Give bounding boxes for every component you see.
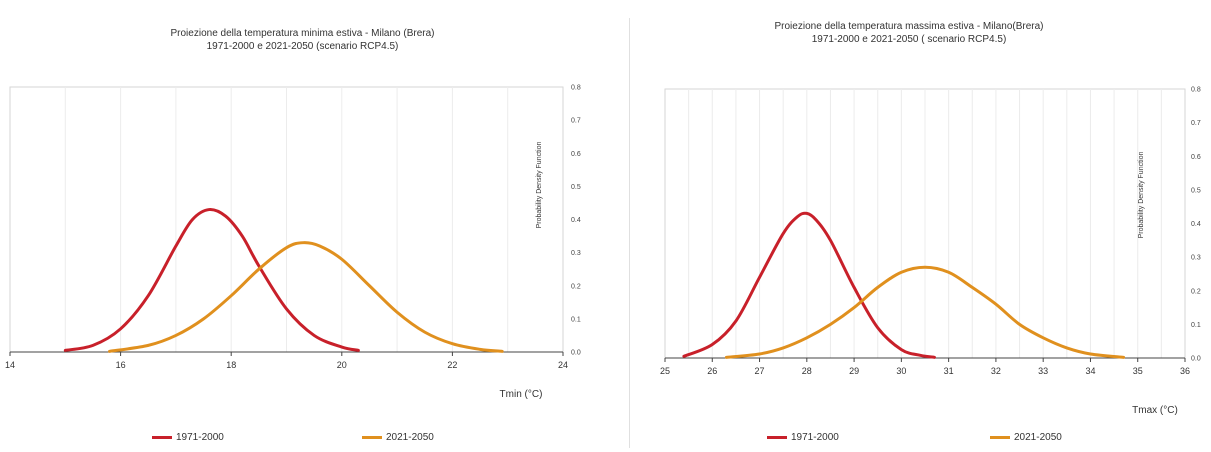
- y-tick-label: 0.8: [571, 85, 581, 92]
- y-tick-label: 0.2: [1191, 288, 1201, 295]
- x-tick-label: 14: [5, 360, 15, 370]
- series-line-1971-2000: [682, 211, 936, 359]
- chart-panel-tmax: Proiezione della temperatura massima est…: [607, 0, 1211, 452]
- y-tick-label: 0.0: [1191, 356, 1201, 363]
- legend-swatch-1971-2000: [152, 436, 172, 439]
- chart-title-line1: Proiezione della temperatura minima esti…: [170, 28, 435, 39]
- legend-swatch-2021-2050: [990, 436, 1010, 439]
- x-tick-label: 32: [991, 366, 1001, 376]
- chart-title-line2: 1971-2000 e 2021-2050 (scenario RCP4.5): [206, 41, 399, 52]
- legend-label: 1971-2000: [791, 432, 839, 443]
- x-tick-label: 31: [944, 366, 954, 376]
- x-tick-label: 30: [896, 366, 906, 376]
- legend-label: 1971-2000: [176, 432, 224, 443]
- x-tick-label: 25: [660, 366, 670, 376]
- y-tick-label: 0.5: [571, 184, 581, 191]
- x-tick-label: 27: [755, 366, 765, 376]
- x-tick-label: 24: [558, 360, 568, 370]
- x-axis-label: Tmax (°C): [1132, 405, 1178, 416]
- y-tick-label: 0.2: [571, 283, 581, 290]
- chart-tmax-svg: 25 26 27 28 29 30 31 32 33 34 35 360.0 0.1 0.2 0.3 0.4 0…: [660, 87, 1201, 417]
- x-tick-label: 36: [1180, 366, 1190, 376]
- panel-divider: [629, 18, 630, 448]
- y-tick-label: 0.4: [1191, 221, 1201, 228]
- legend-item-1971-2000: 1971-2000: [152, 432, 224, 443]
- legend-item-2021-2050: 2021-2050: [990, 432, 1062, 443]
- legend-swatch-1971-2000: [767, 436, 787, 439]
- y-tick-label: 0.1: [571, 316, 581, 323]
- y-axis-label: Probability Density Function: [1138, 152, 1145, 239]
- chart-title-line2: 1971-2000 e 2021-2050 ( scenario RCP4.5): [811, 34, 1007, 45]
- y-tick-label: 0.3: [571, 250, 581, 257]
- series-line-1971-2000: [63, 208, 360, 352]
- x-tick-label: 22: [447, 360, 457, 370]
- x-axis-label: Tmin (°C): [500, 389, 543, 400]
- legend-item-2021-2050: 2021-2050: [362, 432, 434, 443]
- x-tick-label: 20: [337, 360, 347, 370]
- x-tick-label: 35: [1133, 366, 1143, 376]
- chart-tmin-svg: 14 16 18 20 22 240.0 0.1 0.2 0.3 0.4 0.5 0.6 0.7 0.8 T…: [5, 85, 581, 401]
- chart-panel-tmin: Proiezione della temperatura minima esti…: [0, 0, 605, 452]
- y-tick-label: 0.7: [571, 118, 581, 125]
- y-axis-label: Probability Density Function: [536, 142, 543, 229]
- x-tick-label: 26: [707, 366, 717, 376]
- x-tick-label: 33: [1038, 366, 1048, 376]
- legend-swatch-2021-2050: [362, 436, 382, 439]
- x-tick-label: 16: [116, 360, 126, 370]
- x-tick-label: 18: [226, 360, 236, 370]
- series-line-2021-2050: [724, 265, 1126, 359]
- chart-title-line1: Proiezione della temperatura massima est…: [774, 21, 1044, 32]
- legend-label: 2021-2050: [386, 432, 434, 443]
- x-tick-label: 28: [802, 366, 812, 376]
- legend-label: 2021-2050: [1014, 432, 1062, 443]
- y-tick-label: 0.1: [1191, 322, 1201, 329]
- x-tick-label: 34: [1085, 366, 1095, 376]
- y-tick-label: 0.8: [1191, 87, 1201, 94]
- y-tick-label: 0.3: [1191, 255, 1201, 262]
- y-tick-label: 0.4: [571, 217, 581, 224]
- y-tick-label: 0.7: [1191, 120, 1201, 127]
- legend-item-1971-2000: 1971-2000: [767, 432, 839, 443]
- y-tick-label: 0.6: [1191, 154, 1201, 161]
- y-tick-label: 0.6: [571, 151, 581, 158]
- x-tick-label: 29: [849, 366, 859, 376]
- series-line-2021-2050: [108, 241, 504, 353]
- y-tick-label: 0.5: [1191, 187, 1201, 194]
- y-tick-label: 0.0: [571, 350, 581, 357]
